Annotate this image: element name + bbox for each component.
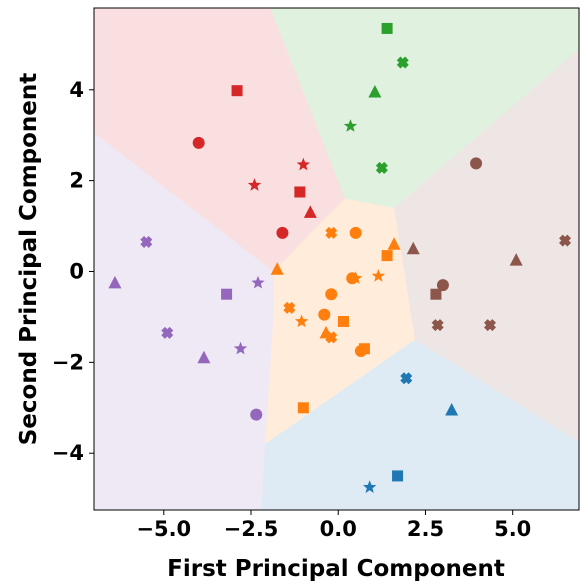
y-axis-ticks: −4 −2 0 2 4 — [52, 78, 94, 465]
data-point-2-2-circle — [349, 226, 362, 239]
data-point-6-8-x — [484, 319, 497, 332]
data-point-2-12-circle — [318, 308, 331, 321]
x-axis-ticks: −5.0 −2.5 0.0 2.5 5.0 — [136, 510, 531, 541]
y-tick-label: 4 — [69, 78, 84, 102]
data-point-2-11-star — [294, 314, 309, 328]
data-point-4-4-star — [247, 178, 262, 191]
x-tick-label: 0.0 — [320, 517, 357, 541]
data-point-4-3-star — [296, 157, 311, 171]
data-point-6-4-triangle — [509, 253, 523, 266]
data-points — [108, 22, 572, 493]
data-point-3-3-triangle — [368, 85, 382, 98]
plot-frame — [93, 7, 580, 511]
decision-regions — [94, 8, 579, 510]
data-point-4-6-triangle — [303, 205, 317, 218]
data-point-5-5-x — [161, 326, 174, 339]
decision-region-3 — [270, 8, 579, 208]
data-point-2-4-square — [381, 250, 393, 262]
x-tick-label: 2.5 — [407, 517, 444, 541]
y-tick-label: 0 — [69, 259, 84, 283]
data-point-2-5-triangle — [270, 262, 284, 275]
data-point-1-2-triangle — [445, 403, 459, 416]
data-point-2-15-x — [325, 331, 338, 344]
data-point-6-6-square — [430, 288, 442, 300]
data-point-4-7-circle — [276, 226, 289, 239]
data-point-2-7-star — [349, 271, 363, 284]
data-point-5-1-x — [140, 235, 153, 248]
data-point-2-3-triangle — [387, 237, 401, 250]
decision-region-6 — [394, 48, 579, 442]
data-point-5-8-circle — [250, 408, 263, 421]
decision-region-1 — [261, 339, 579, 510]
data-point-4-1-square — [231, 85, 243, 97]
data-point-1-4-star — [362, 480, 377, 493]
y-tick-label: −2 — [52, 350, 84, 374]
data-point-6-7-x — [431, 319, 444, 332]
data-point-6-1-circle — [470, 157, 483, 170]
data-point-1-3-square — [392, 470, 404, 482]
data-point-1-1-x — [400, 372, 413, 385]
data-point-2-18-square — [297, 402, 309, 414]
x-tick-label: −5.0 — [136, 517, 191, 541]
data-point-3-4-star — [343, 119, 358, 132]
y-tick-label: 2 — [69, 169, 84, 193]
data-point-3-2-x — [396, 56, 409, 69]
data-point-6-3-triangle — [406, 241, 420, 255]
data-point-5-2-triangle — [108, 275, 122, 289]
data-point-5-4-square — [221, 288, 233, 300]
data-point-2-10-x — [283, 301, 296, 314]
y-axis-label: Second Principal Component — [16, 73, 42, 446]
data-point-2-17-circle — [354, 344, 367, 357]
data-point-2-13-square — [337, 315, 349, 327]
decision-region-4 — [94, 8, 346, 272]
data-point-6-2-x — [559, 234, 572, 247]
data-point-4-2-circle — [192, 136, 205, 149]
data-point-5-7-triangle — [197, 350, 211, 364]
data-point-5-6-star — [233, 341, 248, 355]
x-axis-label: First Principal Component — [167, 556, 505, 582]
y-tick-label: −4 — [52, 441, 84, 465]
data-point-2-8-star — [371, 269, 386, 282]
data-point-4-5-square — [294, 186, 306, 198]
x-tick-label: −2.5 — [224, 517, 279, 541]
decision-region-5 — [94, 132, 274, 510]
data-point-2-1-x — [325, 226, 338, 239]
data-point-3-1-square — [381, 22, 393, 34]
data-point-6-5-circle — [436, 279, 449, 292]
data-point-3-5-x — [375, 161, 388, 174]
data-point-2-9-circle — [325, 288, 338, 301]
data-point-5-3-star — [251, 275, 265, 289]
x-tick-label: 5.0 — [494, 517, 531, 541]
